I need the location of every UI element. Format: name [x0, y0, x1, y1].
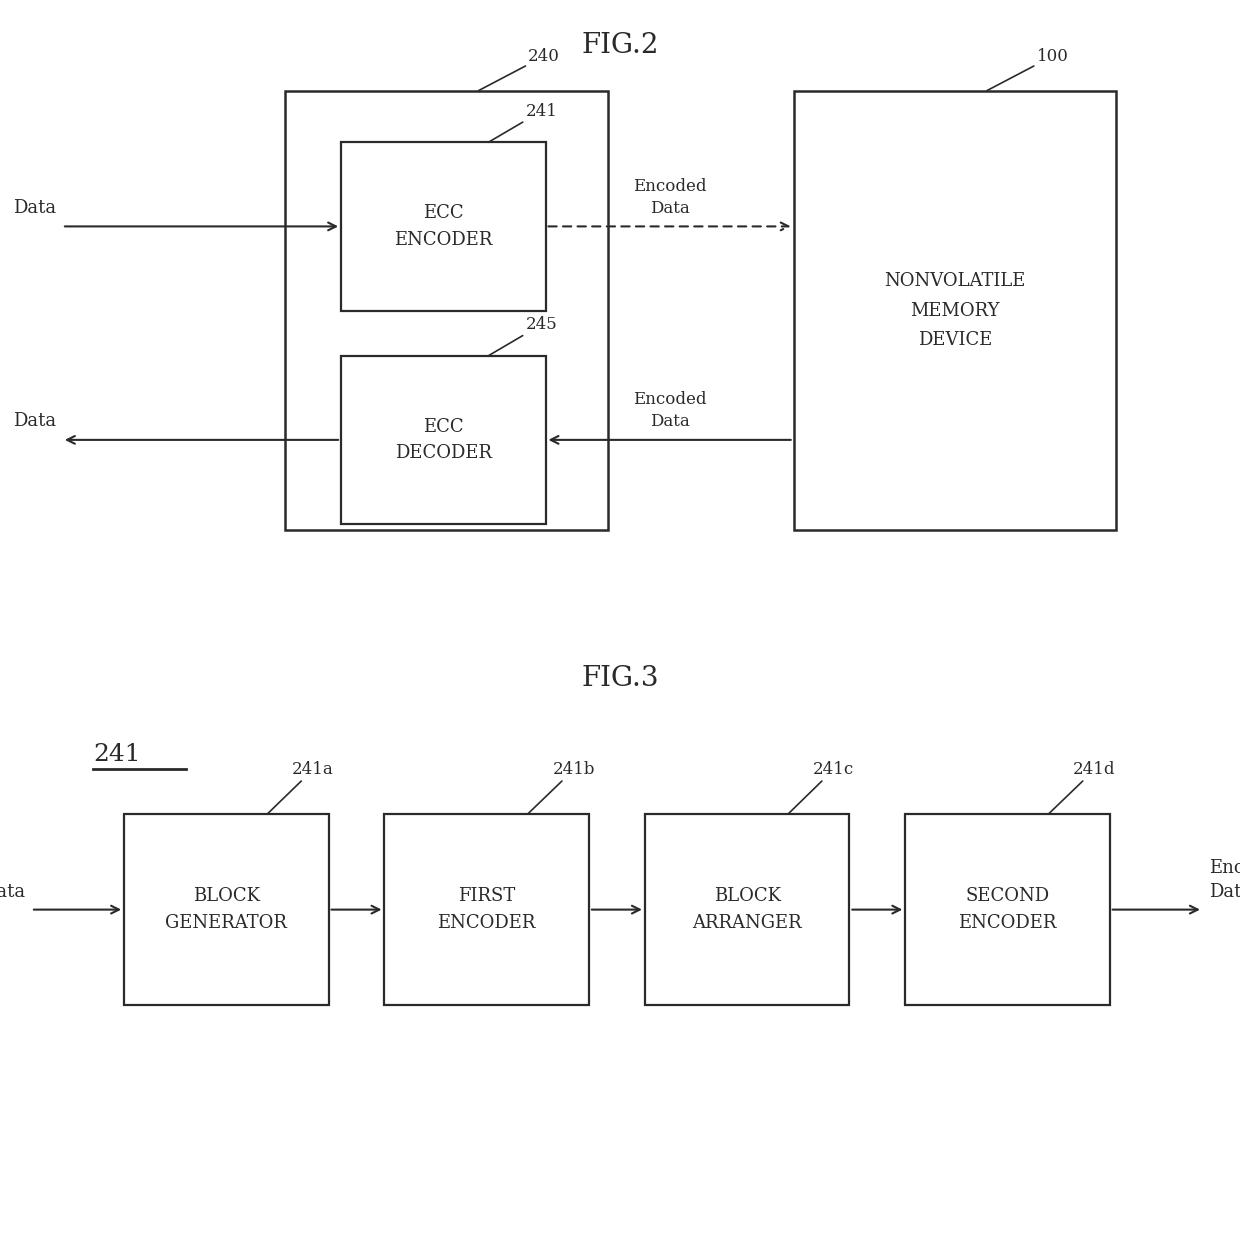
- Text: 240: 240: [479, 47, 560, 91]
- Text: NONVOLATILE
MEMORY
DEVICE: NONVOLATILE MEMORY DEVICE: [884, 272, 1025, 348]
- Bar: [341, 142, 546, 311]
- Text: Data: Data: [12, 412, 56, 430]
- Text: SECOND
ENCODER: SECOND ENCODER: [959, 887, 1056, 932]
- Text: FIRST
ENCODER: FIRST ENCODER: [438, 887, 536, 932]
- Text: Encoded
Data: Encoded Data: [1209, 860, 1240, 901]
- Text: Encoded
Data: Encoded Data: [632, 178, 707, 216]
- Text: BLOCK
ARRANGER: BLOCK ARRANGER: [692, 887, 802, 932]
- Text: 245: 245: [489, 316, 557, 356]
- Text: 241: 241: [93, 744, 140, 766]
- Text: 241: 241: [489, 103, 558, 142]
- Text: Data: Data: [12, 199, 56, 216]
- Bar: [285, 91, 608, 530]
- Bar: [384, 814, 589, 1005]
- Bar: [905, 814, 1110, 1005]
- Text: Encoded
Data: Encoded Data: [632, 391, 707, 430]
- Bar: [794, 91, 1116, 530]
- Bar: [341, 356, 546, 524]
- Text: 241b: 241b: [528, 761, 595, 814]
- Text: ECC
ENCODER: ECC ENCODER: [394, 204, 492, 249]
- Text: 241c: 241c: [789, 761, 854, 814]
- Text: 100: 100: [987, 47, 1069, 91]
- Text: FIG.2: FIG.2: [582, 32, 658, 60]
- Text: 241a: 241a: [267, 761, 334, 814]
- Text: FIG.3: FIG.3: [582, 664, 658, 692]
- Bar: [124, 814, 329, 1005]
- Text: 241d: 241d: [1048, 761, 1116, 814]
- Text: ECC
DECODER: ECC DECODER: [394, 418, 492, 462]
- Text: BLOCK
GENERATOR: BLOCK GENERATOR: [165, 887, 288, 932]
- Text: Data: Data: [0, 883, 25, 901]
- Bar: [645, 814, 849, 1005]
